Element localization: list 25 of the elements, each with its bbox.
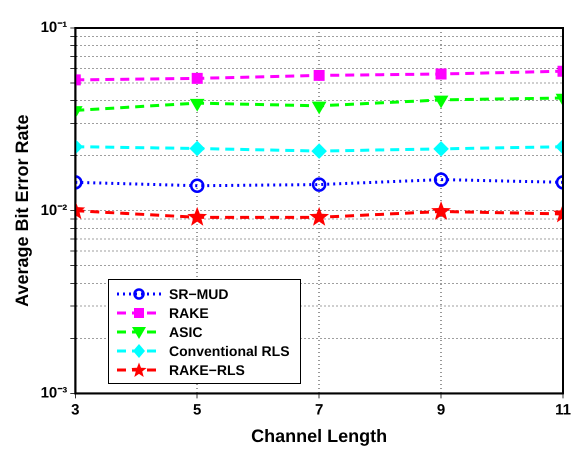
point [312,177,326,192]
point [314,70,325,81]
point [309,206,330,226]
y-tick-label: 10⁻³ [40,384,68,402]
point [431,201,451,220]
y-tick-label: 10⁻¹ [40,19,68,36]
legend-label: RAKE−RLS [169,362,245,378]
point [436,68,447,80]
point [312,144,326,158]
point [312,102,326,114]
y-axis-title: Average Bit Error Rate [12,114,32,307]
point [434,96,448,108]
x-tick-label: 3 [71,402,80,419]
point [434,142,448,156]
legend-label: Conventional RLS [169,342,290,358]
x-tick-label: 9 [436,402,446,419]
x-axis-title: Channel Length [251,426,388,446]
legend-label: ASIC [169,324,202,340]
y-tick-label: 10⁻² [40,202,68,219]
legend-label: SR−MUD [169,286,229,302]
legend-label: RAKE [169,304,209,320]
x-tick-label: 7 [314,402,324,419]
point [434,172,448,187]
x-tick-label: 11 [555,402,571,419]
x-tick-label: 5 [193,402,202,419]
